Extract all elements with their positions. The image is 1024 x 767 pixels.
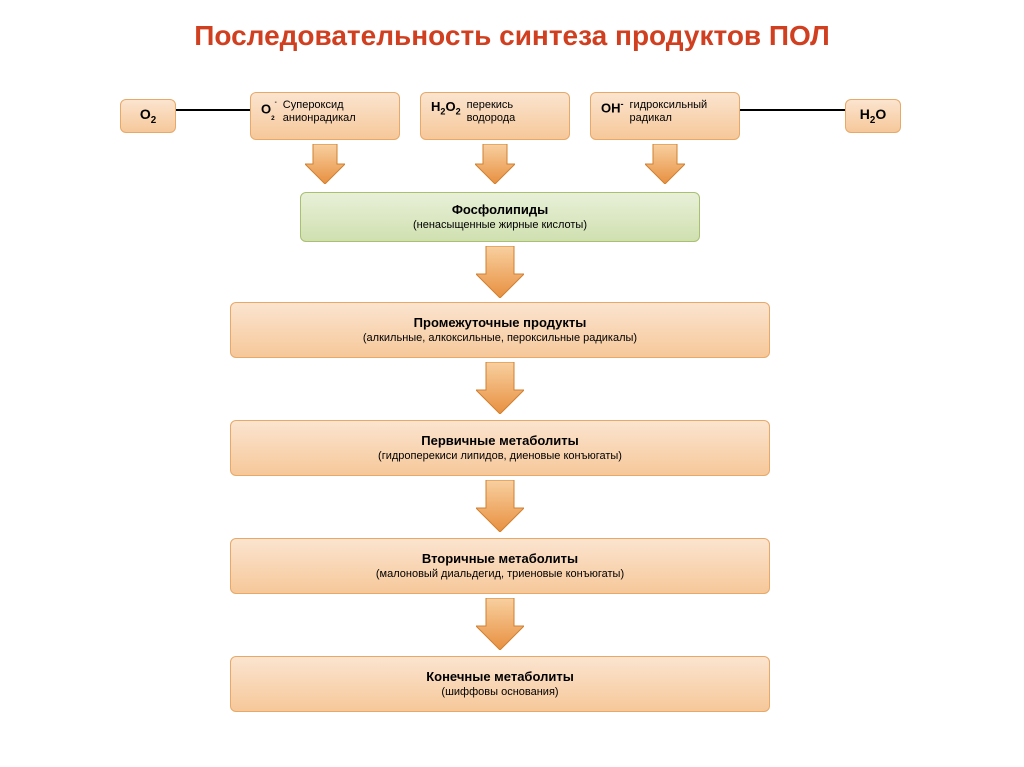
node-phospholipids: Фосфолипиды(ненасыщенные жирные кислоты) (300, 192, 700, 242)
node-final: Конечные метаболиты(шиффовы основания) (230, 656, 770, 712)
formula: O2- (261, 99, 277, 122)
connector-line (740, 109, 845, 111)
node-secondary: Вторичные метаболиты(малоновый диальдеги… (230, 538, 770, 594)
formula: H2O2 (431, 99, 461, 118)
stage-subtitle: (гидроперекиси липидов, диеновые конъюга… (378, 450, 622, 463)
down-arrow (476, 362, 524, 414)
node-o2: O2 (120, 99, 176, 133)
down-arrow (476, 246, 524, 298)
stage-title: Фосфолипиды (452, 202, 548, 218)
stage-title: Первичные метаболиты (421, 433, 578, 449)
connector-line (176, 109, 250, 111)
down-arrow (476, 598, 524, 650)
label: гидроксильный радикал (630, 99, 729, 125)
stage-subtitle: (ненасыщенные жирные кислоты) (413, 219, 587, 232)
label: Супероксид анионрадикал (283, 99, 389, 125)
node-h2o2: H2O2 перекись водорода (420, 92, 570, 140)
stage-title: Промежуточные продукты (414, 315, 587, 331)
stage-subtitle: (малоновый диальдегид, триеновые конъюга… (376, 568, 624, 581)
down-arrow (305, 144, 345, 184)
stage-title: Вторичные метаболиты (422, 551, 578, 567)
node-h2o: H2O (845, 99, 901, 133)
formula: H2O (860, 106, 886, 127)
stage-subtitle: (шиффовы основания) (441, 686, 558, 699)
node-intermediate: Промежуточные продукты(алкильные, алкокс… (230, 302, 770, 358)
down-arrow (476, 480, 524, 532)
down-arrow (475, 144, 515, 184)
flowchart-canvas: O2 O2- Супероксид анионрадикал H2O2 перекись… (0, 62, 1024, 762)
formula: O2 (140, 106, 156, 127)
down-arrow (645, 144, 685, 184)
node-oh: OH-гидроксильный радикал (590, 92, 740, 140)
stage-subtitle: (алкильные, алкоксильные, пероксильные р… (363, 332, 637, 345)
label: перекись водорода (467, 99, 559, 125)
node-o2minus: O2- Супероксид анионрадикал (250, 92, 400, 140)
formula: OH- (601, 99, 624, 116)
page-title: Последовательность синтеза продуктов ПОЛ (0, 0, 1024, 62)
stage-title: Конечные метаболиты (426, 669, 574, 685)
node-primary: Первичные метаболиты(гидроперекиси липид… (230, 420, 770, 476)
